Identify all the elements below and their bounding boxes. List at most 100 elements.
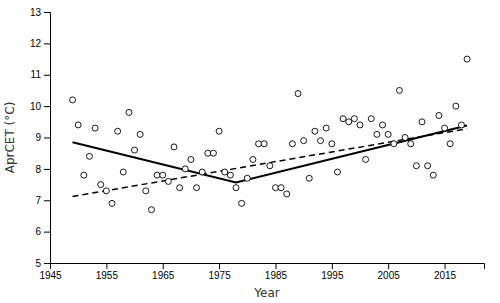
chart: 1945 1955 1965 1975 1985 1995 2005 2015 5 6 7 8 9 10 1… — [0, 0, 500, 303]
x-tick-label: 1955 — [96, 270, 119, 281]
point — [115, 128, 121, 134]
y-tick-label: 13 — [30, 7, 42, 18]
y-tick: 10 — [30, 101, 50, 112]
point — [425, 163, 431, 169]
point — [86, 153, 92, 159]
point — [165, 178, 171, 184]
y-tick-mark — [44, 138, 50, 139]
y-axis: 5 6 7 8 9 10 11 12 13 — [30, 7, 51, 269]
point — [272, 185, 278, 191]
x-tick-label: 1965 — [152, 270, 175, 281]
y-axis-line — [44, 13, 51, 264]
x-tick: 1975 — [208, 263, 231, 281]
y-tick: 13 — [30, 7, 50, 18]
point — [329, 141, 335, 147]
x-tick-mark — [275, 263, 276, 269]
y-tick: 12 — [30, 38, 50, 49]
point — [98, 182, 104, 188]
point — [120, 169, 126, 175]
x-tick: 1995 — [321, 263, 344, 281]
point — [357, 122, 363, 128]
point — [413, 163, 419, 169]
x-tick-label: 1975 — [208, 270, 231, 281]
point — [402, 135, 408, 141]
point — [340, 116, 346, 122]
x-axis-title: Year — [253, 286, 279, 300]
y-tick-label: 7 — [35, 195, 41, 206]
point — [188, 156, 194, 162]
point — [408, 141, 414, 147]
x-tick: 1945 — [39, 263, 62, 281]
y-tick: 7 — [35, 195, 50, 206]
point — [334, 169, 340, 175]
point — [148, 207, 154, 213]
y-tick-mark — [44, 43, 50, 44]
point — [199, 169, 205, 175]
x-tick: 1965 — [152, 263, 175, 281]
x-tick-mark — [332, 263, 333, 269]
point — [312, 128, 318, 134]
point — [103, 188, 109, 194]
point — [391, 141, 397, 147]
point — [380, 122, 386, 128]
x-tick: 2015 — [434, 263, 457, 281]
point — [239, 200, 245, 206]
y-tick-label: 12 — [30, 38, 42, 49]
x-axis: 1945 1955 1965 1975 1985 1995 2005 2015 — [39, 263, 484, 281]
point — [227, 172, 233, 178]
y-tick-mark — [44, 106, 50, 107]
x-tick-mark — [445, 263, 446, 269]
point — [368, 116, 374, 122]
point — [137, 131, 143, 137]
y-axis-title: AprCET (°C) — [3, 102, 17, 174]
x-tick-label: 1945 — [39, 270, 62, 281]
point — [154, 172, 160, 178]
x-tick: 2005 — [378, 263, 401, 281]
x-tick: 1955 — [96, 263, 119, 281]
y-tick-mark — [44, 232, 50, 233]
point — [430, 172, 436, 178]
point — [216, 128, 222, 134]
point — [177, 185, 183, 191]
y-tick: 5 — [35, 258, 50, 269]
point — [222, 169, 228, 175]
points — [70, 56, 471, 213]
point — [442, 125, 448, 131]
point — [385, 131, 391, 137]
y-tick-label: 9 — [35, 132, 41, 143]
point — [284, 191, 290, 197]
y-tick-label: 6 — [35, 226, 41, 237]
y-tick: 11 — [31, 69, 50, 80]
point — [346, 119, 352, 125]
point — [160, 172, 166, 178]
lines — [73, 126, 468, 197]
y-tick-mark — [44, 169, 50, 170]
y-tick-label: 8 — [35, 164, 41, 175]
point — [464, 56, 470, 62]
point — [301, 138, 307, 144]
point — [244, 175, 250, 181]
y-tick: 6 — [35, 226, 50, 237]
y-tick-label: 11 — [31, 69, 42, 80]
point — [351, 116, 357, 122]
y-tick-mark — [44, 12, 50, 13]
chart-container: 1945 1955 1965 1975 1985 1995 2005 2015 5 6 7 8 9 10 1… — [0, 0, 500, 303]
y-tick-mark — [44, 200, 50, 201]
point — [210, 150, 216, 156]
y-tick-mark — [44, 75, 50, 76]
point — [453, 103, 459, 109]
y-tick-label: 5 — [35, 258, 41, 269]
point — [396, 87, 402, 93]
x-tick-label: 2015 — [434, 270, 457, 281]
point — [295, 91, 301, 97]
point — [256, 141, 262, 147]
y-tick: 8 — [35, 164, 50, 175]
x-tick-label: 1985 — [265, 270, 288, 281]
y-tick-label: 10 — [30, 101, 42, 112]
x-tick-mark — [106, 263, 107, 269]
point — [374, 131, 380, 137]
x-tick-mark — [388, 263, 389, 269]
point — [75, 122, 81, 128]
point — [447, 141, 453, 147]
point — [458, 122, 464, 128]
